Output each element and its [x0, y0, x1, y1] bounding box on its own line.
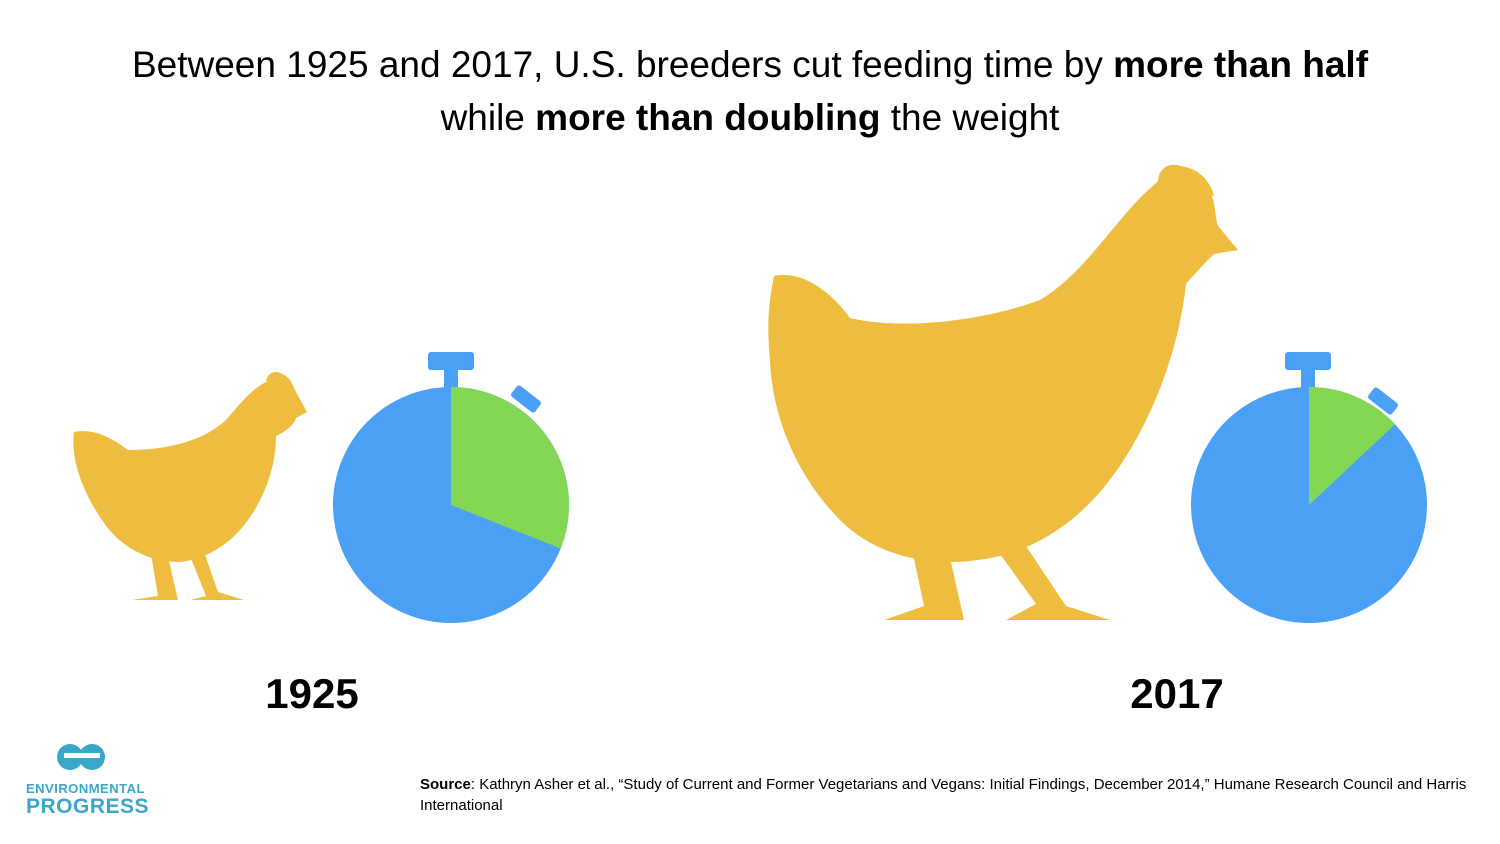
clock-1925-feeding-slice	[451, 387, 569, 549]
title-line-2-bold: more than doubling	[535, 97, 881, 138]
clock-2017-button-side	[1368, 387, 1398, 415]
year-label-1925: 1925	[265, 670, 359, 717]
year-label-2017: 2017	[1130, 670, 1224, 717]
clock-1925-button-side	[511, 385, 541, 413]
logo-text-environmental: ENVIRONMENTAL	[26, 781, 145, 796]
source-note: Source: Kathryn Asher et al., “Study of …	[420, 774, 1490, 816]
title-line-2: while more than doubling the weight	[0, 91, 1500, 144]
chicken-large-icon	[768, 164, 1238, 620]
clock-2017	[1191, 352, 1427, 623]
title-line-2-text: while	[440, 97, 536, 138]
source-label: Source	[420, 776, 471, 793]
title-line-1-text: Between 1925 and 2017, U.S. breeders cut…	[131, 44, 1114, 85]
clock-1925-stem	[444, 368, 458, 392]
page-title: Between 1925 and 2017, U.S. breeders cut…	[0, 38, 1500, 144]
title-line-2-end: the weight	[880, 97, 1060, 138]
ep-logo-icon	[57, 744, 105, 770]
chicken-small-icon	[73, 372, 307, 600]
clock-2017-button-top	[1285, 352, 1331, 370]
clock-1925-button-top	[428, 352, 474, 370]
title-line-1: Between 1925 and 2017, U.S. breeders cut…	[0, 38, 1500, 91]
logo-text-progress: PROGRESS	[26, 795, 150, 818]
clock-1925	[333, 352, 569, 623]
title-line-1-bold: more than half	[1113, 44, 1369, 85]
clock-2017-stem	[1301, 368, 1315, 392]
clock-2017-feeding-slice	[1309, 387, 1396, 505]
source-text: : Kathryn Asher et al., “Study of Curren…	[420, 776, 1467, 814]
